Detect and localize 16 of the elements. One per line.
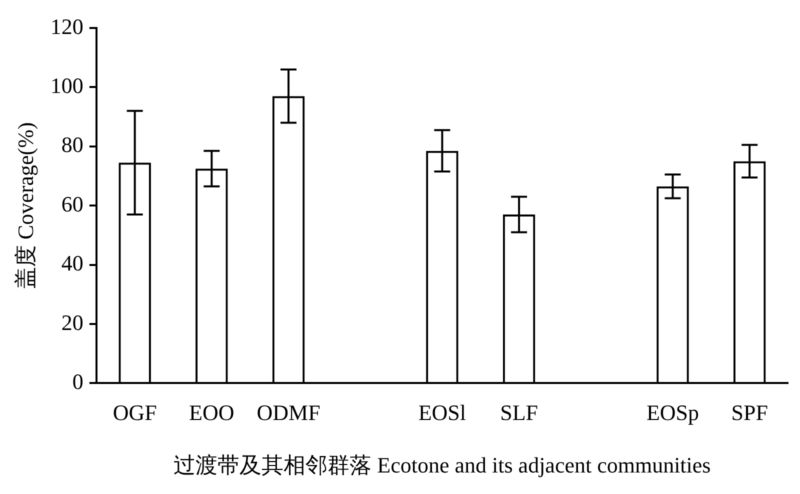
x-tick-label: OGF	[112, 400, 157, 426]
x-tick-label: EOSp	[646, 400, 700, 426]
x-tick-label: ODMF	[256, 400, 320, 426]
y-tick-label: 120	[50, 14, 84, 39]
x-tick-label: EOSl	[418, 400, 466, 426]
y-axis-title: 盖度 Coverage(%)	[12, 122, 38, 289]
y-tick-label: 20	[61, 310, 84, 335]
y-tick-label: 60	[61, 191, 84, 216]
x-axis-title: 过渡带及其相邻群落 Ecotone and its adjacent communities	[174, 452, 711, 478]
y-tick-label: 80	[61, 132, 84, 158]
x-tick-label: SPF	[731, 400, 768, 426]
y-tick-label: 0	[72, 368, 84, 394]
x-tick-label: EOO	[189, 400, 234, 426]
y-tick-label: 100	[50, 72, 84, 98]
y-tick-label: 40	[61, 250, 84, 276]
x-tick-label: SLF	[500, 400, 538, 426]
